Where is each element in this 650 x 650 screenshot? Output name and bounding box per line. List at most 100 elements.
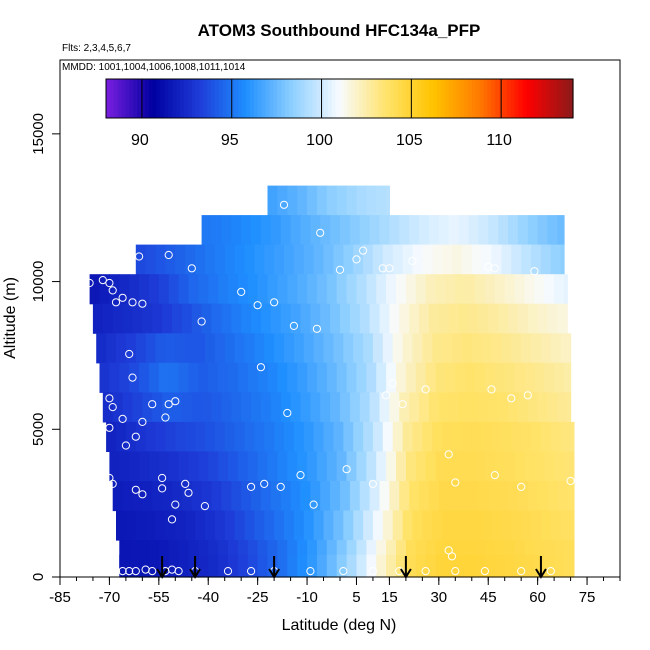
heatmap-cell — [349, 392, 361, 423]
sample-point — [125, 349, 134, 359]
heatmap-cell — [494, 274, 506, 305]
heatmap-cell — [267, 554, 278, 578]
sample-point — [148, 567, 157, 576]
heatmap-cell — [284, 244, 295, 275]
heatmap-cell — [316, 185, 328, 216]
colorbar-segment — [448, 79, 453, 118]
heatmap-cell — [316, 451, 328, 482]
colorbar-segment — [362, 79, 368, 118]
heatmap-cell — [218, 362, 229, 393]
colorbar-segment — [234, 79, 239, 118]
x-tick-label: -55 — [148, 589, 170, 606]
heatmap-cell — [412, 333, 423, 364]
heatmap-cell — [241, 392, 252, 423]
heatmap-cell — [201, 303, 213, 334]
heatmap-cell — [570, 421, 575, 452]
sample-point — [135, 252, 144, 261]
heatmap-cell — [277, 554, 288, 578]
heatmap-cell — [389, 481, 400, 512]
sample-point — [187, 264, 196, 273]
x-tick-label: -10 — [296, 589, 318, 606]
y-axis-label: Altitude (m) — [2, 277, 19, 359]
sample-point — [247, 482, 256, 491]
heatmap-cell — [211, 303, 222, 334]
heatmap-cell — [162, 481, 173, 512]
heatmap-cell — [195, 421, 206, 452]
heatmap-cell — [494, 362, 506, 393]
heatmap-cell — [287, 451, 298, 482]
colorbar-segment — [215, 79, 220, 118]
heatmap-cell — [224, 510, 236, 541]
heatmap-cell — [564, 274, 568, 305]
heatmap-cell — [297, 451, 308, 482]
heatmap-cell — [491, 421, 502, 452]
sample-point — [108, 286, 117, 295]
heatmap-cell — [442, 421, 453, 452]
heatmap-cell — [320, 392, 331, 423]
colorbar-segment — [464, 79, 469, 118]
sample-point — [342, 465, 351, 474]
colorbar-segment — [413, 79, 418, 118]
heatmap-cell — [511, 244, 522, 275]
heatmap-cell — [442, 510, 453, 541]
heatmap-cell — [175, 244, 186, 275]
colorbar-segment — [187, 79, 193, 118]
colorbar-segment — [378, 79, 383, 118]
heatmap-cell — [557, 392, 568, 423]
heatmap-cell — [122, 392, 134, 423]
heatmap-cell — [498, 481, 509, 512]
heatmap-cell — [504, 274, 516, 305]
sample-point — [128, 298, 137, 307]
sample-point — [167, 515, 177, 524]
heatmap-cell — [241, 215, 252, 246]
sample-point — [530, 267, 539, 276]
heatmap-cell — [257, 554, 269, 578]
colorbar-segment — [300, 79, 306, 118]
heatmap-cell — [297, 554, 308, 578]
sample-point — [447, 552, 457, 561]
heatmap-cell — [188, 554, 199, 578]
sample-point — [131, 485, 140, 494]
sample-point — [306, 567, 315, 576]
heatmap-cell — [125, 333, 137, 364]
colorbar-segment — [467, 79, 473, 118]
heatmap-cell — [402, 421, 414, 452]
heatmap-cell — [112, 392, 124, 423]
heatmap-cell — [415, 451, 427, 482]
heatmap-cell — [316, 362, 328, 393]
sample-point — [487, 385, 496, 394]
heatmap-cell — [320, 481, 331, 512]
colorbar-segment — [327, 79, 333, 118]
heatmap-cell — [455, 274, 466, 305]
colorbar-segment — [137, 79, 142, 118]
heatmap-cell — [290, 392, 302, 423]
sample-point — [131, 567, 140, 576]
heatmap-cell — [320, 303, 331, 334]
heatmap-cell — [293, 244, 305, 275]
heatmap-cell — [142, 392, 153, 423]
heatmap-cell — [409, 481, 420, 512]
heatmap-cell — [346, 185, 358, 216]
heatmap-cell — [132, 303, 143, 334]
heatmap-cell — [356, 554, 367, 578]
colorbar-segment — [316, 79, 321, 118]
heatmap-cell — [475, 274, 486, 305]
sample-point — [566, 225, 575, 234]
sample-point — [388, 379, 397, 388]
sample-point — [253, 301, 262, 310]
sample-point — [368, 567, 377, 576]
heatmap-cell — [471, 510, 483, 541]
sample-point — [158, 484, 167, 493]
sample-point — [105, 394, 114, 403]
heatmap-cell — [287, 554, 298, 578]
colorbar-tick-label: 110 — [486, 132, 512, 149]
colorbar-segment — [526, 79, 531, 118]
colorbar-segment — [366, 79, 372, 118]
heatmap-cell — [89, 274, 101, 305]
heatmap-cell — [129, 274, 140, 305]
heatmap-cell — [399, 481, 410, 512]
heatmap-cell — [158, 451, 170, 482]
heatmap-cell — [514, 451, 526, 482]
heatmap-cell — [445, 451, 456, 482]
heatmap-cell — [125, 421, 137, 452]
